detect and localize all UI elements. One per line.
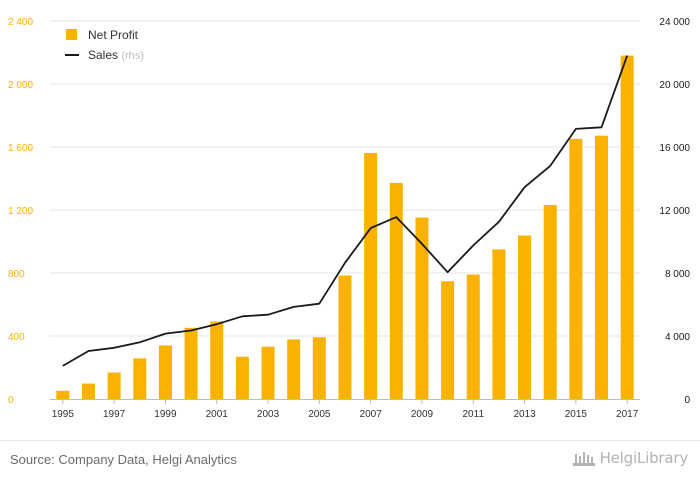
x-tick-label: 1997 [103, 409, 126, 420]
y-left-tick-label: 400 [8, 332, 25, 343]
legend-label-sales: Sales (rhs) [88, 48, 144, 62]
bar-net-profit [595, 135, 609, 399]
y-right-tick-label: 12 000 [659, 206, 690, 217]
line-sales [62, 55, 629, 367]
x-tick-label: 2017 [616, 409, 639, 420]
x-tick-label: 2005 [308, 409, 331, 420]
x-tick-label: 2003 [257, 409, 280, 420]
bar-net-profit [338, 275, 352, 399]
y-left-tick-label: 2 000 [8, 80, 33, 91]
y-left-tick-label: 1 200 [8, 206, 33, 217]
bar-net-profit [569, 138, 583, 399]
x-tick-label: 1995 [52, 409, 75, 420]
bar-net-profit [312, 337, 326, 399]
bar-net-profit [543, 204, 557, 399]
bar-net-profit [81, 383, 95, 399]
y-right-tick-label: 4 000 [665, 332, 690, 343]
bar-net-profit [364, 152, 378, 399]
brand-name: HelgiLibrary [599, 449, 689, 467]
bar-net-profit [133, 358, 147, 399]
bar-net-profit [389, 182, 403, 399]
x-tick-label: 2015 [565, 409, 588, 420]
helgi-library-logo: HelgiLibrary [572, 449, 688, 467]
bar-net-profit [518, 235, 532, 399]
x-tick-label: 2007 [360, 409, 383, 420]
legend-label-net-profit: Net Profit [88, 28, 139, 42]
y-left-tick-label: 2 400 [8, 17, 33, 28]
bar-net-profit [261, 346, 275, 399]
bar-net-profit [441, 281, 455, 399]
bar-net-profit [466, 274, 480, 399]
legend-swatch-net-profit [66, 29, 77, 40]
source-note: Source: Company Data, Helgi Analytics [10, 452, 237, 467]
x-tick-label: 2011 [463, 409, 485, 420]
x-tick-label: 2013 [513, 409, 536, 420]
y-right-tick-label: 24 000 [659, 17, 690, 28]
x-tick-label: 1999 [154, 409, 177, 420]
y-left-tick-label: 1 600 [8, 143, 33, 154]
legend-sales-rhs-note: (rhs) [121, 50, 144, 62]
bar-net-profit [158, 345, 172, 399]
bar-net-profit [107, 372, 121, 399]
bar-net-profit [415, 217, 429, 399]
library-building-icon [572, 452, 595, 466]
y-left-tick-label: 800 [8, 269, 25, 280]
bar-net-profit [287, 339, 301, 399]
y-left-tick-label: 0 [8, 395, 14, 406]
footer: Source: Company Data, Helgi Analytics He… [0, 440, 700, 484]
y-right-tick-label: 20 000 [659, 80, 690, 91]
y-right-tick-label: 0 [684, 395, 690, 406]
bar-net-profit [210, 321, 224, 399]
y-right-tick-label: 16 000 [659, 143, 690, 154]
chart: 0 400 800 1 200 1 600 2 000 2 400 0 4 000 8 000 12… [8, 17, 690, 420]
bar-net-profit [492, 249, 506, 399]
bar-net-profit [235, 356, 249, 399]
x-tick-label: 2001 [206, 409, 229, 420]
bar-net-profit [620, 55, 634, 400]
bar-net-profit [56, 390, 70, 399]
y-right-tick-label: 8 000 [665, 269, 690, 280]
bar-net-profit [184, 327, 198, 399]
x-tick-label: 2009 [411, 409, 434, 420]
legend-sales-name: Sales [88, 48, 121, 62]
